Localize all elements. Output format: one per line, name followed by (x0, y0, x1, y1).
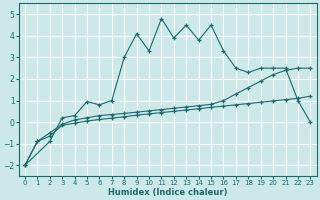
X-axis label: Humidex (Indice chaleur): Humidex (Indice chaleur) (108, 188, 228, 197)
